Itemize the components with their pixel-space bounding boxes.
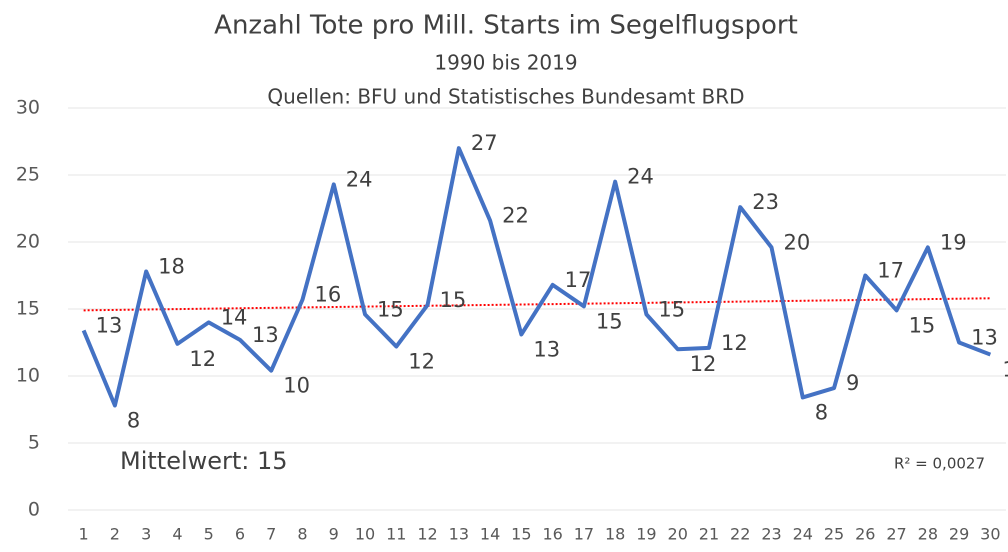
x-tick-label: 14 (480, 525, 500, 544)
data-label: 24 (627, 165, 654, 189)
data-label: 12 (189, 347, 216, 371)
data-label: 10 (283, 374, 310, 398)
chart-subtitle: 1990 bis 2019 (434, 51, 577, 75)
data-label: 22 (502, 204, 529, 228)
x-tick-label: 6 (235, 525, 245, 544)
data-label: 23 (752, 190, 779, 214)
x-tick-label: 23 (761, 525, 781, 544)
x-tick-label: 30 (980, 525, 1000, 544)
x-tick-label: 25 (824, 525, 844, 544)
data-label: 18 (158, 254, 185, 278)
r2-annotation: R² = 0,0027 (894, 455, 985, 473)
x-tick-label: 1 (79, 525, 89, 544)
data-label: 13 (96, 313, 123, 337)
x-tick-label: 16 (542, 525, 562, 544)
data-label: 17 (565, 268, 592, 292)
data-label: 20 (784, 230, 811, 254)
x-tick-label: 18 (605, 525, 625, 544)
x-tick-label: 8 (297, 525, 307, 544)
x-tick-label: 12 (417, 525, 437, 544)
data-label: 17 (877, 259, 904, 283)
data-label: 8 (815, 400, 828, 424)
x-tick-label: 19 (636, 525, 656, 544)
chart-source: Quellen: BFU und Statistisches Bundesamt… (267, 85, 744, 109)
x-tick-label: 28 (918, 525, 938, 544)
data-label: 12 (690, 352, 717, 376)
data-label: 13 (971, 326, 998, 350)
mean-annotation: Mittelwert: 15 (120, 447, 288, 475)
x-tick-label: 15 (511, 525, 531, 544)
data-label: 15 (377, 297, 404, 321)
data-label: 16 (315, 283, 342, 307)
series-line (81, 146, 992, 408)
data-label: 15 (440, 288, 467, 312)
data-label: 24 (346, 167, 373, 191)
chart-title: Anzahl Tote pro Mill. Starts im Segelflu… (214, 11, 798, 41)
x-tick-label: 3 (141, 525, 151, 544)
x-tick-label: 26 (855, 525, 875, 544)
data-label: 12 (721, 331, 748, 355)
data-label: 14 (221, 305, 248, 329)
y-tick-label: 25 (16, 164, 40, 186)
data-label: 13 (533, 337, 560, 361)
data-label: 27 (471, 131, 498, 155)
y-tick-label: 10 (16, 365, 40, 387)
x-tick-label: 7 (266, 525, 276, 544)
data-label: 19 (940, 230, 967, 254)
x-tick-label: 24 (793, 525, 813, 544)
x-tick-label: 20 (668, 525, 688, 544)
x-tick-label: 17 (574, 525, 594, 544)
data-label: 15 (658, 297, 685, 321)
x-tick-label: 5 (204, 525, 214, 544)
data-label: 12 (408, 350, 435, 374)
x-tick-label: 21 (699, 525, 719, 544)
x-tick-label: 10 (355, 525, 375, 544)
y-tick-label: 5 (28, 432, 40, 454)
x-tick-label: 2 (110, 525, 120, 544)
data-label: 9 (846, 371, 859, 395)
x-tick-label: 29 (949, 525, 969, 544)
trendline (83, 297, 991, 312)
y-tick-label: 15 (16, 298, 40, 320)
y-tick-label: 20 (16, 231, 40, 253)
x-tick-label: 22 (730, 525, 750, 544)
x-tick-label: 13 (449, 525, 469, 544)
x-tick-label: 11 (386, 525, 406, 544)
data-label: 8 (127, 408, 140, 432)
y-tick-label: 0 (28, 499, 40, 521)
data-label: 15 (596, 309, 623, 333)
x-tick-label: 4 (172, 525, 182, 544)
x-tick-label: 9 (329, 525, 339, 544)
x-tick-label: 27 (886, 525, 906, 544)
data-label: 13 (252, 323, 279, 347)
data-label: 11 (1002, 358, 1008, 382)
y-tick-label: 30 (16, 97, 40, 119)
data-label: 15 (909, 313, 936, 337)
